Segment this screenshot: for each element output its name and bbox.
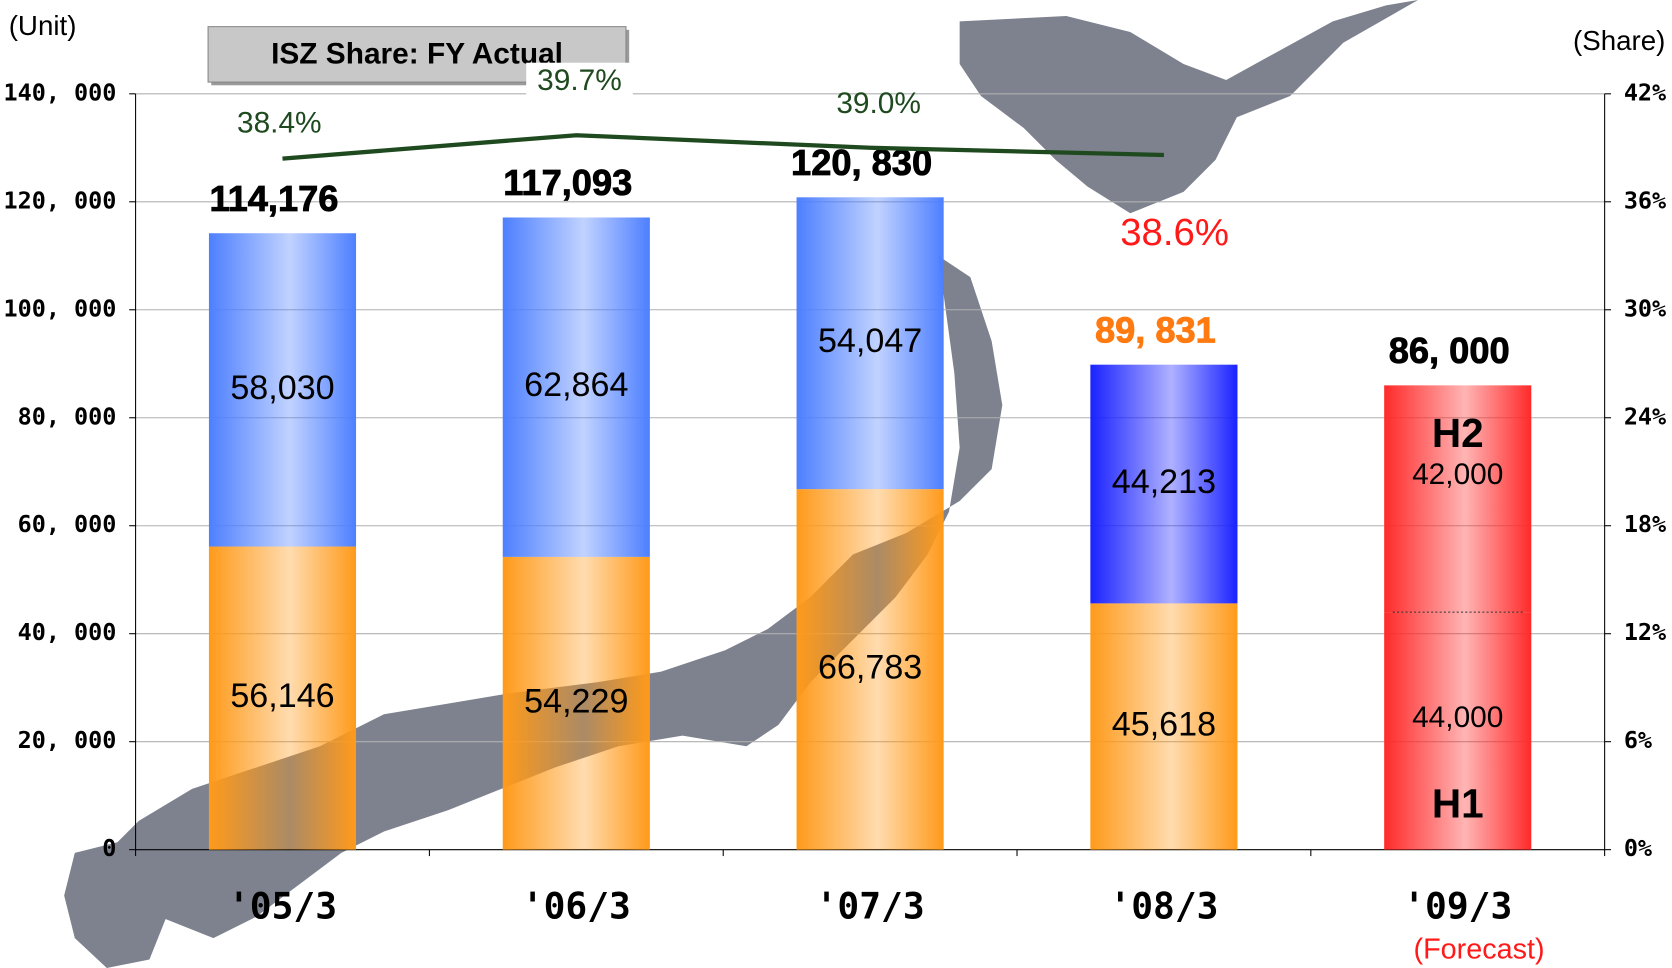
y-tick-label: 140, 000 xyxy=(4,78,117,106)
bar-segment xyxy=(208,233,357,547)
bar-segment xyxy=(796,197,944,490)
share-label: 39.7% xyxy=(537,64,622,97)
y-tick-label: 100, 000 xyxy=(4,294,117,322)
segment-annotation: H1 xyxy=(1432,781,1484,827)
y2-tick-label: 24% xyxy=(1624,402,1666,430)
y2-tick-label: 6% xyxy=(1624,726,1652,754)
x-tick-label: '09/3 xyxy=(1403,884,1512,927)
share-line xyxy=(282,133,1164,161)
y2-tick-label: 18% xyxy=(1624,510,1666,538)
bar-segment xyxy=(502,217,650,557)
y2-tick-label: 0% xyxy=(1624,834,1652,862)
bar-segment xyxy=(1090,603,1238,850)
y2-axis-label: (Share) xyxy=(1573,25,1665,56)
label-bg xyxy=(526,62,633,102)
bar-segment xyxy=(796,489,944,850)
x-tick-label: '07/3 xyxy=(816,884,925,927)
y2-tick-label: 12% xyxy=(1624,618,1666,646)
x-tick-label: '08/3 xyxy=(1109,884,1218,927)
bar-segment xyxy=(1090,364,1238,604)
y-tick-label: 40, 000 xyxy=(18,618,117,646)
segment-label: 54,229 xyxy=(524,682,628,720)
segment-label: 58,030 xyxy=(230,369,334,407)
segment-label: 62,864 xyxy=(524,366,628,404)
segment-label: 45,618 xyxy=(1112,706,1216,744)
bar-segment xyxy=(1384,385,1532,613)
total-label: 89, 831 xyxy=(1095,309,1216,350)
y-axis-label: (Unit) xyxy=(9,10,77,41)
y2-tick-label: 36% xyxy=(1624,186,1666,214)
y-tick-label: 0 xyxy=(102,834,116,862)
bar-segment xyxy=(208,546,357,850)
share-label: 38.6% xyxy=(1120,211,1229,254)
segment-label: 44,000 xyxy=(1412,701,1503,734)
segment-label: 44,213 xyxy=(1112,463,1216,501)
y-tick-label: 60, 000 xyxy=(18,510,117,538)
share-label: 38.4% xyxy=(237,106,322,139)
total-label: 117,093 xyxy=(503,162,632,203)
y-tick-label: 120, 000 xyxy=(4,186,117,214)
total-label: 114,176 xyxy=(209,178,338,219)
y2-tick-label: 30% xyxy=(1624,294,1666,322)
category-note: (Forecast) xyxy=(1414,934,1545,966)
bar-segment xyxy=(1384,612,1532,850)
total-label: 86, 000 xyxy=(1389,330,1510,371)
y-tick-label: 80, 000 xyxy=(18,402,117,430)
segment-label: 54,047 xyxy=(818,322,922,360)
chart-title: ISZ Share: FY Actual xyxy=(271,37,563,70)
segment-label: 66,783 xyxy=(818,648,922,686)
segment-label: 42,000 xyxy=(1412,458,1503,491)
segment-annotation: H2 xyxy=(1432,410,1484,456)
y2-tick-label: 42% xyxy=(1624,78,1666,106)
segment-label: 56,146 xyxy=(230,677,334,715)
x-tick-label: '05/3 xyxy=(228,884,337,927)
x-tick-label: '06/3 xyxy=(522,884,631,927)
y-tick-label: 20, 000 xyxy=(18,726,117,754)
share-label: 39.0% xyxy=(836,87,921,120)
bar-segment xyxy=(502,556,650,850)
